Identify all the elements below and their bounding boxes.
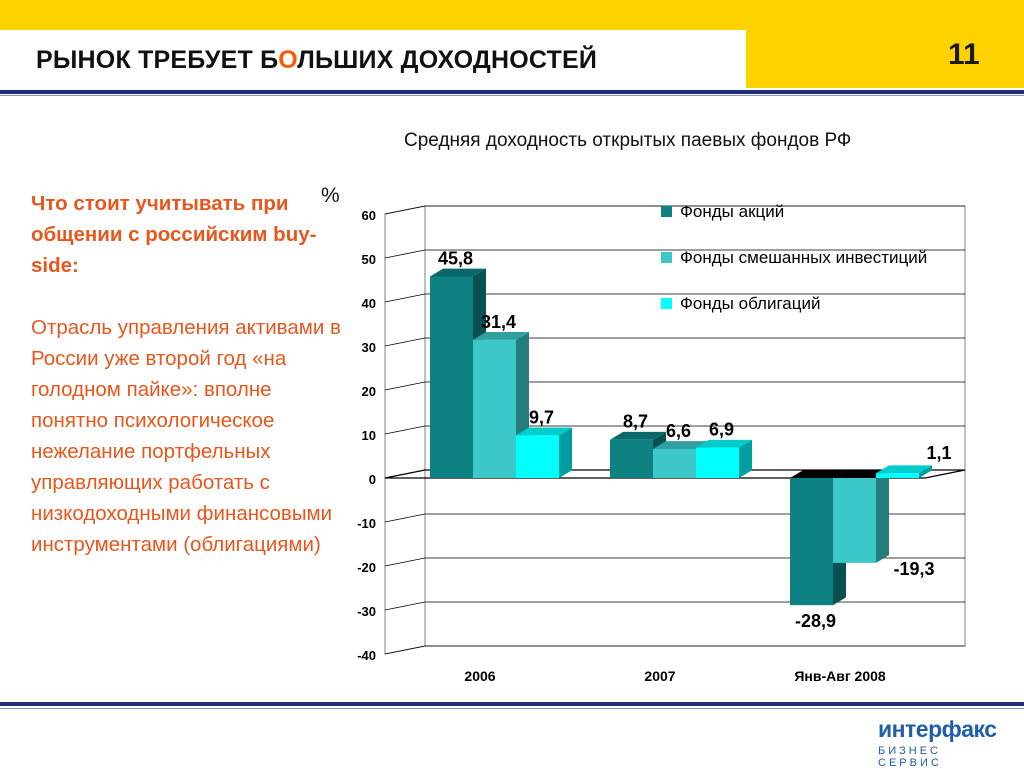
data-label: -19,3 [893, 559, 934, 579]
y-tick-label: 30 [362, 340, 376, 355]
bar-side [876, 470, 889, 563]
header-divider-thin [0, 95, 1024, 96]
commentary-question: Что стоит учитывать при общении с россий… [31, 192, 317, 277]
bar-top [473, 332, 529, 340]
y-tick-label: 20 [362, 384, 376, 399]
gridline [384, 337, 965, 347]
data-label: -28,9 [795, 611, 836, 631]
y-tick-label: -20 [357, 560, 376, 575]
y-tick-label: -10 [357, 516, 376, 531]
x-tick-label: 2006 [464, 668, 495, 684]
chart-title: Средняя доходность открытых паевых фондо… [404, 130, 852, 151]
gridline [384, 601, 965, 611]
y-tick-label: 40 [362, 296, 376, 311]
data-label: 8,7 [623, 412, 648, 432]
top-accent-bar [0, 0, 1024, 30]
title-highlight-letter: О [278, 46, 298, 74]
legend-swatch [661, 206, 672, 217]
bar [876, 473, 919, 478]
gridline [384, 293, 965, 303]
gridline [384, 381, 965, 391]
gridline [384, 557, 965, 567]
header-divider [0, 90, 1024, 94]
bar-top [790, 470, 846, 478]
bar-top [610, 431, 666, 440]
bar-top [516, 427, 572, 436]
y-tick-label: -30 [357, 604, 376, 619]
data-label: 31,4 [481, 312, 516, 332]
legend-swatch [661, 252, 672, 263]
y-tick-label: -40 [357, 648, 376, 663]
bar-top [833, 470, 889, 478]
bar-side [559, 427, 572, 478]
x-tick-label: Янв-Авг 2008 [794, 668, 886, 684]
zero-baseline [384, 469, 966, 479]
page-number-box [746, 30, 1024, 88]
bar-side [739, 439, 752, 478]
commentary-text: Что стоит учитывать при общении с россий… [31, 188, 341, 560]
footer-divider [0, 702, 1024, 706]
data-label: 6,9 [709, 420, 734, 440]
bar [430, 276, 473, 478]
bar-top [696, 439, 752, 448]
y-tick-label: 0 [369, 472, 376, 487]
logo-subtitle: БИЗНЕС СЕРВИС [878, 745, 942, 769]
bar [610, 439, 653, 478]
bar-top [430, 268, 486, 277]
legend-label: Фонды облигаций [680, 294, 820, 313]
y-tick-label: 10 [362, 428, 376, 443]
bar [653, 448, 696, 478]
y-axis-unit: % [321, 184, 340, 207]
y-tick-label: 50 [362, 252, 376, 267]
slide-title: РЫНОК ТРЕБУЕТ БОЛЬШИХ ДОХОДНОСТЕЙ [36, 46, 597, 75]
data-label: 9,7 [529, 407, 554, 427]
y-tick-label: 60 [362, 208, 376, 223]
title-part-1: РЫНОК ТРЕБУЕТ Б [36, 46, 279, 74]
bar [516, 435, 559, 478]
legend-label: Фонды акций [680, 202, 784, 221]
data-label: 6,6 [666, 421, 691, 441]
legend-swatch [661, 298, 672, 309]
bar-side [919, 465, 932, 478]
commentary-body: Отрасль управления активами в России уже… [31, 316, 341, 556]
gridline [384, 425, 965, 435]
gridline [384, 205, 965, 215]
page-number: 11 [948, 38, 980, 71]
data-label: 45,8 [438, 248, 473, 268]
bar-top [876, 465, 932, 474]
bar-top [653, 441, 709, 449]
gridline [384, 645, 965, 655]
title-area [0, 30, 746, 88]
returns-bar-chart: 60 50 40 30 20 10 0 -10 -20 -30 -40 2006 45,8 31,4 9,7… [357, 202, 966, 684]
gridline [384, 249, 965, 259]
bar [833, 478, 876, 563]
interfax-logo: интерфакс БИЗНЕС СЕРВИС [878, 716, 998, 769]
bar [696, 447, 739, 478]
footer-divider-thin [0, 708, 1024, 709]
gridline [384, 513, 965, 523]
legend-label: Фонды смешанных инвестиций [680, 248, 927, 267]
x-tick-label: 2007 [644, 668, 675, 684]
bar [790, 478, 833, 606]
title-part-2: ЛЬШИХ ДОХОДНОСТЕЙ [297, 46, 597, 74]
bar [473, 339, 516, 478]
data-label: 1,1 [926, 443, 951, 463]
logo-wordmark: интерфакс [878, 716, 997, 742]
